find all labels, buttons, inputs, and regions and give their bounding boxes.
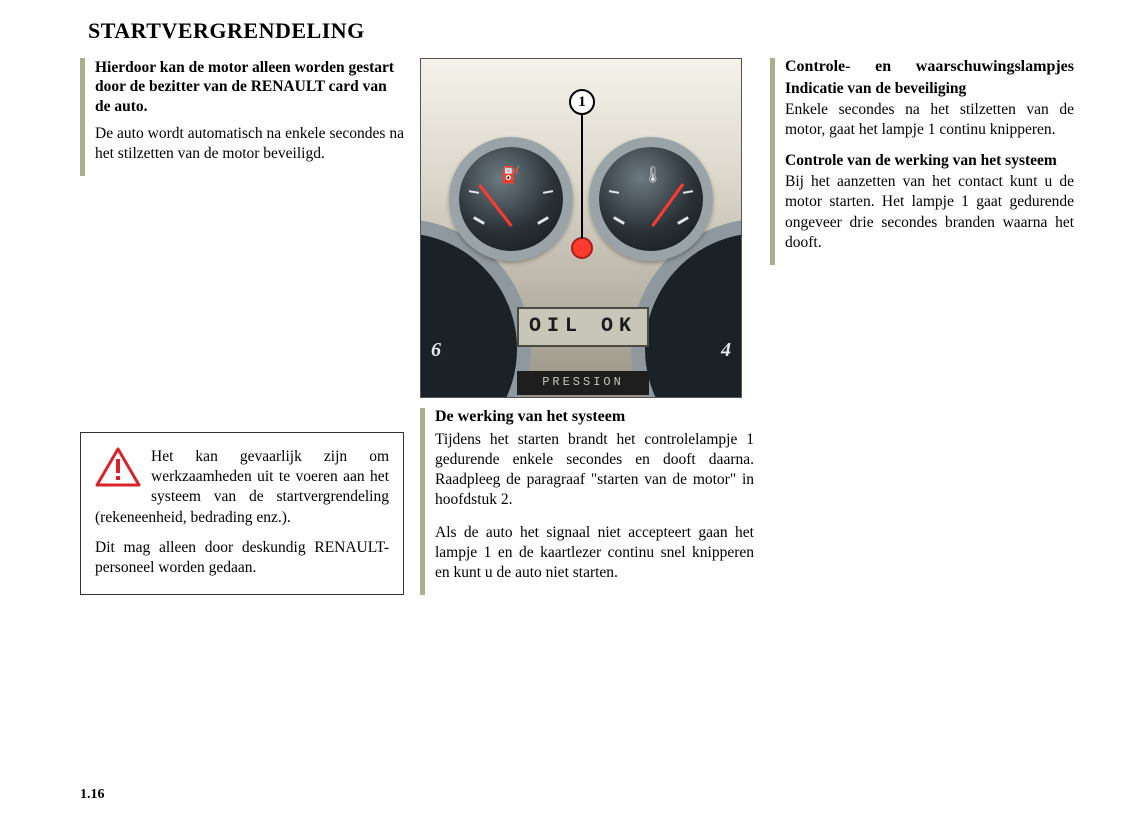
col1-intro: Hierdoor kan de motor alleen worden gest… [95, 58, 404, 116]
fuel-icon: ⛽ [501, 165, 521, 185]
col1-para1: De auto wordt automatisch na enkele seco… [95, 124, 404, 164]
lcd-bottom-label: PRESSION [517, 371, 649, 395]
page-title: STARTVERGRENDELING [88, 18, 1094, 44]
col3-sub1: Indicatie van de beveiliging [785, 80, 1074, 98]
callout-1: 1 [569, 89, 595, 115]
col2-para2: Als de auto het signaal niet accepteert … [435, 523, 754, 583]
col3-sub2: Controle van de werking van het systeem [785, 152, 1074, 170]
temp-icon: 🌡 [643, 165, 663, 185]
col3-para1: Enkele secondes na het stilzetten van de… [785, 100, 1074, 140]
col3-heading: Controle- en waarschuwingslampjes [785, 58, 1074, 76]
col3-para2: Bij het aanzetten van het contact kunt u… [785, 172, 1074, 253]
warning-box: Het kan gevaarlijk zijn om werkzaamheden… [80, 432, 404, 595]
page-number: 1.16 [80, 787, 105, 803]
column-3: Controle- en waarschuwingslampjes Indica… [770, 58, 1080, 595]
columns: Hierdoor kan de motor alleen worden gest… [80, 58, 1094, 595]
column-2: 6 4 ⛽ 🌡 [420, 58, 760, 595]
column-1: Hierdoor kan de motor alleen worden gest… [80, 58, 410, 595]
col2-para1: Tijdens het starten brandt het controlel… [435, 430, 754, 511]
lcd-display: OIL OK [517, 307, 649, 347]
indicator-lamp-icon [571, 237, 593, 259]
left-dial-num: 6 [431, 339, 441, 362]
dashboard-figure: 6 4 ⛽ 🌡 [420, 58, 742, 398]
right-dial-num: 4 [721, 339, 731, 362]
callout-line [581, 115, 583, 239]
col2-heading: De werking van het systeem [435, 408, 754, 426]
warning-p2: Dit mag alleen door deskundig RENAULT-pe… [95, 538, 389, 578]
warning-triangle-icon [95, 447, 141, 487]
